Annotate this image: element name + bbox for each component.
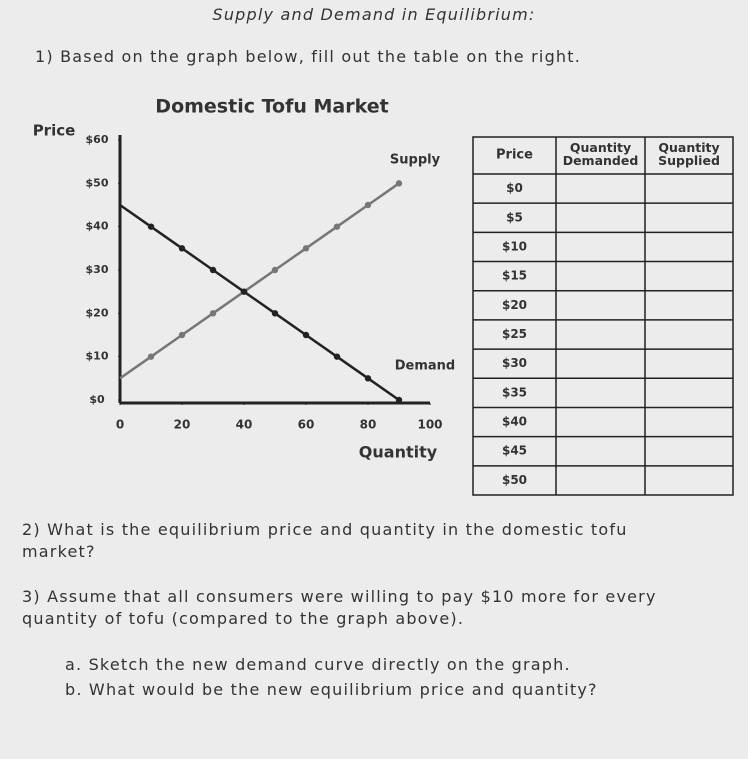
y-tick-label: $30: [86, 263, 109, 276]
y-axis-label: Price: [33, 122, 76, 140]
table-cell: $40: [502, 415, 527, 429]
x-axis-label: Quantity: [359, 443, 438, 462]
table-cell: $10: [502, 239, 527, 253]
page-title: Supply and Demand in Equilibrium:: [212, 5, 536, 24]
y-tick-label: $10: [86, 350, 109, 363]
table-header: Price: [496, 148, 533, 163]
worksheet-graphics: Domestic Tofu Market Price Quantity $0 $10 $2…: [33, 96, 734, 496]
y-tick-label: $20: [86, 306, 109, 319]
x-tick-label: 100: [417, 418, 442, 432]
series-label: Supply: [390, 153, 441, 168]
y-tick-label: $40: [86, 220, 109, 233]
point: [302, 245, 310, 252]
x-tick-label: 40: [236, 418, 253, 432]
point: [209, 266, 217, 274]
series-line: [119, 182, 400, 380]
table-cell: $35: [502, 385, 527, 399]
point: [395, 396, 403, 404]
x-tick-label: 20: [174, 418, 191, 432]
table-cell: $30: [502, 356, 527, 370]
point: [240, 288, 248, 295]
series-line: [119, 203, 400, 402]
question: 2) What is the equilibrium price and qua…: [22, 520, 628, 561]
point: [333, 223, 341, 230]
table-cell: $0: [506, 181, 523, 195]
point: [147, 353, 155, 360]
point: [209, 310, 217, 317]
point: [364, 375, 372, 382]
table-header: Quantity Demanded: [563, 140, 639, 168]
point: [395, 180, 403, 187]
table-cell: $20: [502, 298, 527, 312]
point: [178, 331, 186, 339]
chart-title: Domestic Tofu Market: [155, 96, 388, 118]
series-label: Demand: [395, 359, 456, 374]
table-cell: $25: [502, 327, 527, 341]
table-cell: $15: [502, 269, 527, 283]
y-tick-label: $50: [86, 176, 109, 189]
point: [147, 223, 155, 230]
table-cell: $5: [506, 210, 523, 224]
point: [271, 310, 279, 317]
table-cell: $45: [502, 444, 527, 458]
question-part: b. What would be the new equilibrium pri…: [65, 680, 598, 699]
question: 1) Based on the graph below, fill out th…: [35, 47, 582, 66]
x-tick-label: 60: [298, 418, 315, 432]
x-tick-label: 0: [116, 418, 124, 432]
question: 3) Assume that all consumers were willin…: [22, 587, 657, 628]
point: [333, 353, 341, 360]
point: [364, 201, 372, 209]
y-tick-label: $60: [86, 133, 109, 146]
table-header: Quantity Supplied: [658, 140, 720, 168]
y-tick-label: $0: [89, 393, 105, 406]
table-cell: $50: [502, 473, 527, 487]
point: [178, 245, 186, 252]
table-border: [472, 136, 734, 496]
x-tick-label: 80: [360, 418, 377, 432]
point: [271, 266, 279, 274]
question-part: a. Sketch the new demand curve directly …: [65, 655, 571, 674]
point: [302, 331, 310, 339]
